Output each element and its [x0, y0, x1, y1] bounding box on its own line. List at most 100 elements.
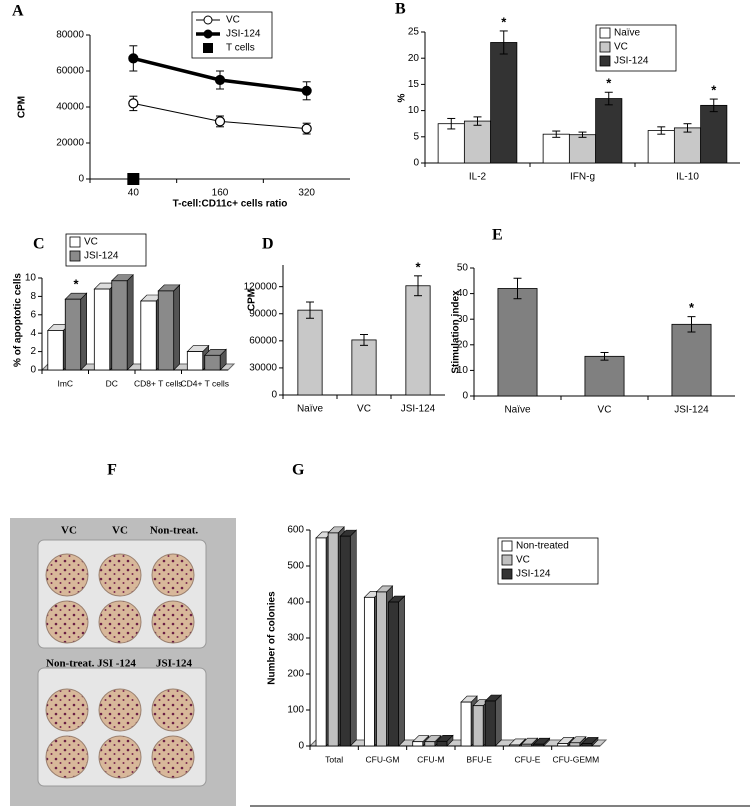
y-tick-label: 40000	[56, 102, 84, 113]
bar	[647, 130, 675, 164]
legend-swatch	[599, 55, 611, 67]
y-axis-label: %	[397, 93, 408, 102]
panel-title: C	[33, 236, 45, 253]
annotation: *	[689, 300, 695, 315]
photo-panel: F VC VC Non-treat. Non-treat. JSI -124 J…	[10, 462, 236, 806]
legend-swatch	[599, 41, 611, 53]
bar	[376, 591, 387, 747]
legend-label: Naïve	[614, 28, 641, 39]
y-tick-label: 300	[287, 633, 304, 644]
bar	[508, 744, 520, 747]
bar	[339, 535, 351, 747]
bar	[363, 596, 375, 747]
bar	[557, 743, 569, 747]
legend-marker	[203, 43, 213, 53]
y-tick-label: 100	[287, 705, 304, 716]
bar	[533, 743, 545, 747]
marker	[128, 53, 139, 64]
y-tick-label: 60000	[249, 335, 277, 346]
legend-label: JSI-124	[614, 56, 649, 67]
x-tick-label: CD8+ T cells	[134, 378, 183, 388]
y-axis-label: Number of colonies	[267, 591, 278, 685]
legend-swatch	[69, 250, 81, 262]
y-tick-label: 0	[298, 741, 304, 752]
legend-swatch	[599, 27, 611, 39]
bar	[542, 133, 570, 164]
y-tick-label: 90000	[249, 308, 277, 319]
bar	[463, 120, 492, 164]
bar	[497, 288, 538, 397]
y-tick-label: 20	[457, 339, 469, 350]
legend-label: T cells	[226, 43, 255, 54]
y-tick-label: 400	[287, 597, 304, 608]
y-tick-label: 0	[30, 365, 36, 376]
bar	[490, 42, 518, 164]
x-tick-label: VC	[598, 405, 612, 416]
legend-label: VC	[84, 237, 98, 248]
y-tick-label: 30000	[249, 363, 277, 374]
bar	[484, 700, 496, 747]
marker	[127, 173, 140, 185]
bar	[157, 290, 175, 371]
panel-title: F	[107, 462, 117, 479]
x-tick-label: JSI-124	[401, 404, 436, 415]
y-axis-label: Stimulation index	[451, 290, 462, 374]
panel-title: D	[262, 236, 274, 253]
y-tick-label: 5	[413, 131, 419, 142]
bar	[673, 127, 702, 164]
legend-label: JSI-124	[84, 251, 119, 262]
bar	[436, 740, 448, 747]
legend-swatch	[501, 540, 513, 552]
y-tick-label: 10	[25, 273, 37, 284]
marker	[214, 74, 226, 86]
x-tick-label: JSI-124	[674, 405, 709, 416]
marker	[128, 98, 139, 109]
y-tick-label: 500	[287, 561, 304, 572]
bar	[581, 743, 593, 747]
bar	[47, 330, 64, 371]
panel-title: E	[492, 227, 503, 244]
x-tick-label: Naïve	[297, 404, 324, 415]
y-tick-label: 600	[287, 525, 304, 536]
bar	[388, 601, 400, 747]
bar	[460, 701, 472, 747]
x-axis-label: T-cell:CD11c+ cells ratio	[173, 199, 288, 210]
bar-side	[126, 274, 134, 371]
panel-title: G	[292, 462, 305, 479]
x-tick-label: DC	[106, 378, 118, 388]
bar-side	[494, 694, 502, 747]
y-tick-label: 15	[408, 79, 420, 90]
bar-side	[173, 284, 180, 371]
bar	[297, 309, 323, 396]
bar	[700, 104, 728, 164]
bar	[111, 280, 128, 371]
x-tick-label: BFU-E	[466, 754, 492, 764]
bar	[521, 743, 532, 747]
bar	[93, 288, 111, 371]
y-axis-label: % of apoptotic cells	[13, 273, 24, 367]
legend-label: JSI-124	[516, 569, 551, 580]
bar	[351, 339, 377, 396]
legend-swatch	[501, 568, 513, 580]
legend-label: Non-treated	[516, 541, 569, 552]
y-tick-label: 80000	[56, 30, 84, 41]
annotation: *	[73, 277, 79, 292]
bar	[64, 298, 82, 371]
bar	[186, 351, 204, 371]
legend-marker	[203, 29, 213, 39]
photo-label: JSI-124	[156, 658, 193, 670]
y-tick-label: 25	[408, 27, 420, 38]
y-tick-label: 6	[30, 309, 36, 320]
bar	[671, 323, 712, 397]
y-tick-label: 20000	[56, 138, 84, 149]
bar	[472, 705, 484, 747]
bar-side	[349, 529, 357, 747]
bar	[327, 532, 339, 747]
legend-label: JSI-124	[226, 29, 261, 40]
x-tick-label: IL-2	[469, 172, 487, 183]
annotation: *	[711, 83, 717, 98]
panel-title: A	[12, 3, 24, 20]
x-tick-label: IL-10	[676, 172, 699, 183]
marker	[301, 85, 312, 96]
